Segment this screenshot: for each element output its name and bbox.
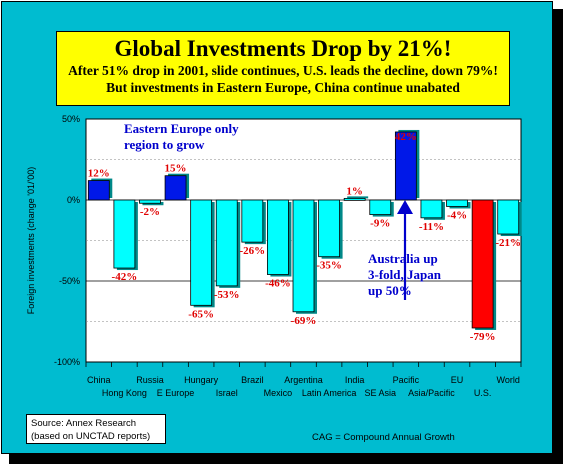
bar-asia-pacific [420,199,443,219]
bar-russia [139,199,161,204]
category-label: Russia [136,375,164,385]
value-label: -26% [239,245,265,257]
value-label: 1% [346,185,363,197]
value-label: -53% [214,289,240,301]
value-label: -35% [316,260,342,272]
value-label: -4% [447,209,467,221]
category-label: Argentina [284,375,323,385]
y-tick-label: -100% [54,357,80,367]
title-box: Global Investments Drop by 21%! After 51… [56,31,510,106]
value-label: -69% [291,315,317,327]
value-label: -21% [495,237,521,249]
source-line-1: Source: Annex Research [31,418,137,429]
chart-subtitle-2: But investments in Eastern Europe, China… [106,80,460,95]
category-label: Asia/Pacific [408,388,455,398]
y-axis-label: Foreign investments (change '01/'00) [26,167,36,315]
category-label: Hungary [184,375,219,385]
chart-title: Global Investments Drop by 21%! [114,36,452,61]
footnote: CAG = Compound Annual Growth [312,432,455,443]
value-label: -46% [265,278,291,290]
category-label: China [87,375,111,385]
bar-world [497,199,520,235]
category-label: E Europe [157,388,195,398]
category-label: Latin America [302,388,357,398]
annotation-pacific-1: Australia up [368,251,438,266]
category-label: Israel [216,388,238,398]
category-label: Pacific [393,375,420,385]
annotation-east-europe: Eastern Europe only [124,121,239,136]
y-tick-label: 0% [67,195,80,205]
y-tick-label: 50% [62,114,80,124]
value-label: -2% [140,206,160,218]
value-label: -42% [112,271,138,283]
bar-china [87,180,110,201]
bar-e-europe [164,175,187,201]
category-label: World [497,375,520,385]
category-label: Mexico [264,388,293,398]
y-tick-label: -50% [59,276,80,286]
value-label: -65% [188,308,214,320]
annotation-east-europe-2: region to grow [124,137,205,152]
annotation-arrow-head [397,200,413,214]
bar-shadow [347,196,369,199]
category-label: Brazil [241,375,264,385]
category-label: SE Asia [364,388,396,398]
category-label: Hong Kong [102,388,147,398]
bar-brazil [241,199,264,243]
annotation-pacific-3: up 50% [368,283,412,298]
bar-israel [215,199,238,287]
bar-eu [446,199,468,207]
source-box: Source: Annex Research (based on UNCTAD … [26,414,166,444]
value-label: 12% [88,168,110,180]
bar-mexico [267,199,289,275]
bar-argentina [292,199,315,313]
bar-se-asia [369,199,392,215]
bar-hong-kong [113,199,136,269]
source-line-2: (based on UNCTAD reports) [31,431,151,442]
category-label: EU [451,375,464,385]
value-label: -11% [419,221,444,233]
bar-hungary [190,199,213,306]
value-label: -79% [470,331,496,343]
category-label: U.S. [474,388,492,398]
chart-subtitle-1: After 51% drop in 2001, slide continues,… [68,63,498,78]
value-label: 15% [165,163,187,175]
bar-pacific [394,131,417,201]
bar-latin-america [318,199,340,258]
value-label: -9% [370,218,390,230]
category-label: India [345,375,365,385]
bar-u-s- [471,199,494,329]
value-label: 42% [395,131,417,143]
bar-india [343,197,366,201]
